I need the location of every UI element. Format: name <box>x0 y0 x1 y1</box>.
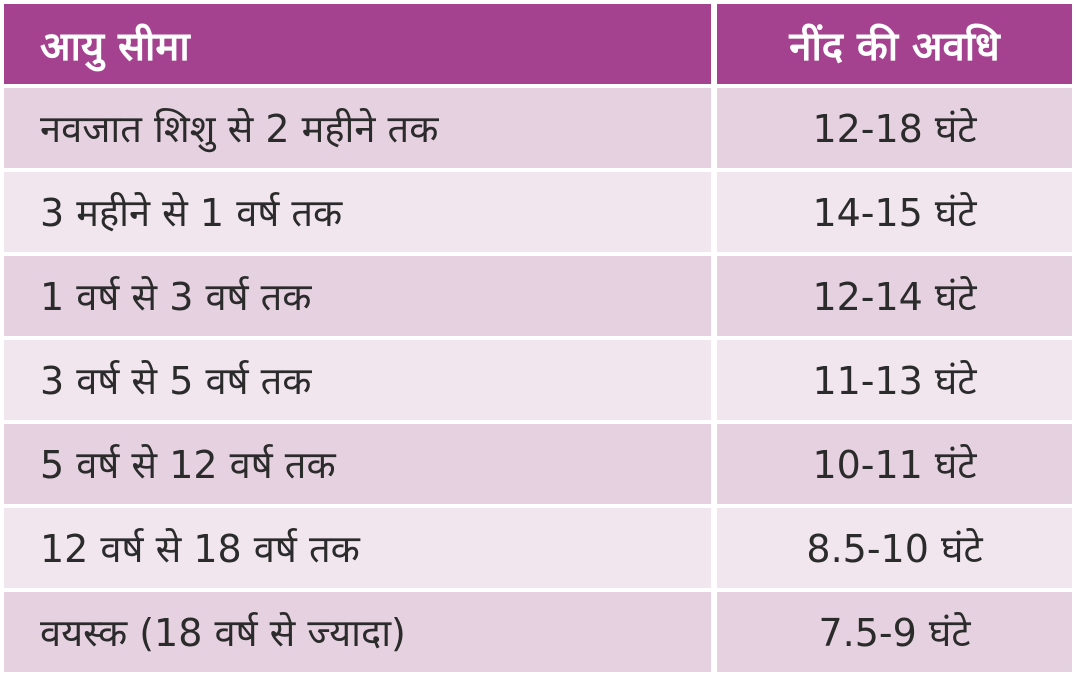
header-sleep-duration: नींद की अवधि <box>717 4 1072 84</box>
sleep-duration-cell: 14-15 घंटे <box>717 172 1072 252</box>
age-range-cell: 3 महीने से 1 वर्ष तक <box>4 172 711 252</box>
age-range-cell: 5 वर्ष से 12 वर्ष तक <box>4 424 711 504</box>
header-age-range: आयु सीमा <box>4 4 711 84</box>
sleep-duration-cell: 11-13 घंटे <box>717 340 1072 420</box>
age-range-cell: 3 वर्ष से 5 वर्ष तक <box>4 340 711 420</box>
age-range-cell: नवजात शिशु से 2 महीने तक <box>4 88 711 168</box>
sleep-duration-cell: 12-14 घंटे <box>717 256 1072 336</box>
sleep-duration-cell: 10-11 घंटे <box>717 424 1072 504</box>
sleep-duration-cell: 8.5-10 घंटे <box>717 508 1072 588</box>
sleep-duration-cell: 7.5-9 घंटे <box>717 592 1072 672</box>
sleep-duration-cell: 12-18 घंटे <box>717 88 1072 168</box>
age-range-cell: वयस्क (18 वर्ष से ज्यादा) <box>4 592 711 672</box>
age-range-cell: 1 वर्ष से 3 वर्ष तक <box>4 256 711 336</box>
sleep-duration-table: आयु सीमा नींद की अवधि नवजात शिशु से 2 मह… <box>4 4 1072 672</box>
age-range-cell: 12 वर्ष से 18 वर्ष तक <box>4 508 711 588</box>
